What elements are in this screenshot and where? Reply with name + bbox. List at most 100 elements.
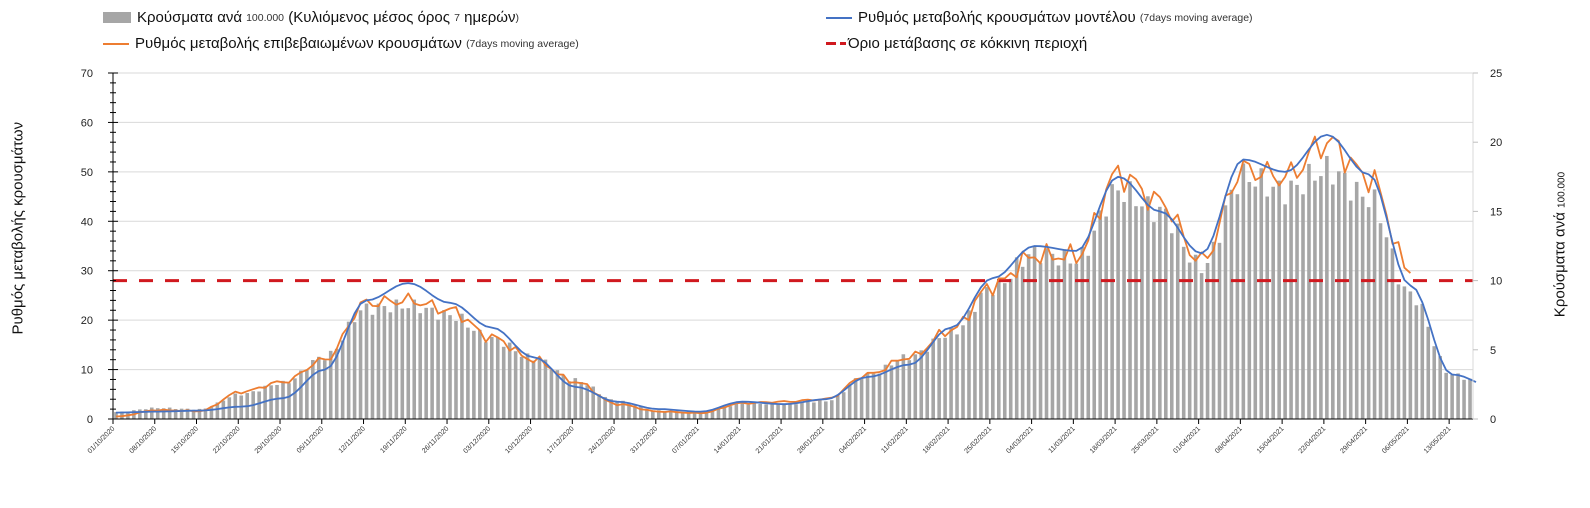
bar <box>501 346 506 419</box>
y-tick-label-left: 60 <box>81 117 93 129</box>
bar <box>352 322 357 419</box>
bar <box>1313 180 1317 419</box>
bar <box>1104 216 1108 419</box>
bar <box>1169 233 1174 419</box>
y-tick-label-left: 50 <box>81 167 93 179</box>
bar <box>967 310 971 419</box>
bar <box>824 401 828 419</box>
bar <box>1283 204 1287 419</box>
bar <box>376 303 381 419</box>
bar <box>985 287 989 419</box>
bar <box>609 399 613 419</box>
bar <box>430 307 434 419</box>
bar <box>752 402 757 419</box>
bar <box>561 375 566 419</box>
x-tick-label: 22/04/2021 <box>1298 425 1328 455</box>
bar <box>812 402 816 419</box>
y-tick-label-left: 10 <box>81 365 93 377</box>
bar <box>943 337 947 419</box>
legend-text-small: (7days moving average) <box>1139 11 1253 24</box>
legend-swatch-threshold <box>826 42 836 45</box>
bar <box>209 407 214 419</box>
bar <box>531 360 536 419</box>
x-tick-label: 28/01/2021 <box>797 425 827 455</box>
bar <box>770 402 774 419</box>
x-tick-label: 19/11/2020 <box>379 425 408 454</box>
bar <box>698 412 703 419</box>
bar <box>334 348 339 419</box>
bar <box>257 391 261 419</box>
bar <box>1092 230 1097 419</box>
bar <box>454 320 458 419</box>
legend-text: (Κυλιόμενος μέσος όρος <box>284 9 455 26</box>
bar <box>758 403 762 419</box>
x-tick-label: 17/12/2020 <box>546 425 576 455</box>
bar <box>448 315 452 419</box>
y-ticks-right: 0 5 10 15 20 25 <box>1490 68 1502 426</box>
bar <box>800 402 804 419</box>
bar <box>1146 196 1150 419</box>
bar <box>597 394 601 419</box>
legend-text-small: ) <box>515 11 520 24</box>
bar <box>1164 208 1168 419</box>
bar <box>931 338 935 419</box>
bar <box>865 372 870 419</box>
bar <box>1259 168 1264 419</box>
legend-swatch-threshold <box>840 42 846 45</box>
bar <box>221 400 226 419</box>
bar <box>394 299 399 419</box>
bar <box>311 360 315 419</box>
bar <box>818 400 822 419</box>
bar <box>859 378 864 419</box>
bar <box>806 401 810 419</box>
bar <box>686 411 691 419</box>
bar <box>1223 205 1228 419</box>
bar <box>1438 356 1442 419</box>
bar <box>484 342 488 419</box>
x-tick-label: 18/02/2021 <box>922 425 952 455</box>
bar <box>495 337 500 419</box>
x-tick-label: 22/10/2020 <box>212 425 242 455</box>
x-tick-label: 04/02/2021 <box>838 425 868 455</box>
bar <box>1211 241 1216 419</box>
bar <box>567 381 572 419</box>
bar <box>555 370 560 419</box>
bar <box>579 382 584 419</box>
bar <box>1193 254 1198 419</box>
bar <box>1348 200 1353 419</box>
legend-text: Κρούσματα ανά <box>137 9 243 26</box>
x-tick-label: 11/03/2021 <box>1047 425 1076 454</box>
bar <box>692 412 697 419</box>
bar <box>1158 206 1162 419</box>
bar <box>1354 181 1359 419</box>
y-tick-label-right: 5 <box>1490 345 1496 357</box>
bar <box>907 360 912 419</box>
x-tick-label: 07/01/2021 <box>671 425 701 455</box>
y-tick-label-left: 20 <box>81 315 93 327</box>
bar <box>317 356 321 419</box>
gridlines <box>113 72 1473 371</box>
bar <box>871 373 876 419</box>
bar <box>1289 180 1293 419</box>
bar <box>997 278 1001 419</box>
bar <box>1408 291 1413 419</box>
bar <box>937 338 941 419</box>
bar <box>919 350 924 419</box>
bar <box>991 294 995 419</box>
bar <box>829 400 834 419</box>
y-tick-label-right: 10 <box>1490 276 1502 288</box>
bar <box>645 409 649 419</box>
bar <box>668 410 673 419</box>
bars <box>114 155 1472 420</box>
bar <box>1277 180 1281 419</box>
bar <box>507 342 512 419</box>
bar <box>388 312 393 419</box>
bar <box>185 408 190 419</box>
legend-text-small: 7 <box>454 11 460 24</box>
x-tick-label: 15/04/2021 <box>1256 425 1286 455</box>
y-tick-label-right: 20 <box>1490 137 1502 149</box>
x-tick-label: 29/10/2020 <box>254 425 284 455</box>
bar <box>549 369 554 419</box>
bar <box>1366 207 1371 419</box>
bar <box>1140 206 1144 419</box>
